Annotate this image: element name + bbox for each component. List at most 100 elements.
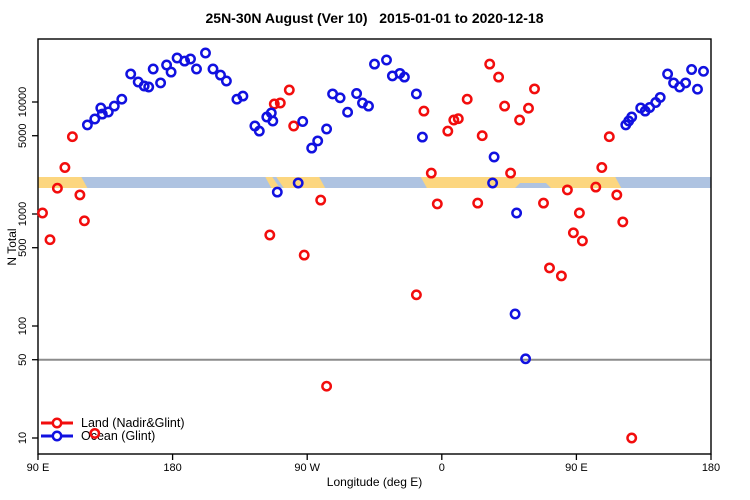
y-axis-title: N Total — [5, 228, 19, 266]
data-point-land — [596, 162, 608, 173]
data-point-land — [74, 189, 86, 201]
data-point-land — [603, 131, 615, 143]
data-point-land — [283, 84, 295, 96]
data-point-ocean — [488, 151, 500, 163]
data-point-land — [529, 83, 540, 95]
data-point-land — [555, 270, 567, 282]
plot-border — [37, 38, 712, 455]
data-point-ocean — [369, 58, 380, 70]
y-tick-label: 500 — [17, 239, 29, 257]
data-point-land — [499, 100, 511, 112]
data-point-land — [268, 98, 280, 110]
data-point-ocean — [143, 81, 155, 93]
data-point-ocean — [416, 131, 428, 143]
y-tick-label: 5000 — [17, 123, 29, 147]
data-point-land — [410, 289, 422, 301]
data-point-land — [567, 227, 579, 239]
y-tick-label: 1000 — [17, 202, 29, 226]
data-point-ocean — [351, 88, 363, 99]
data-point-land — [59, 162, 71, 173]
data-point-ocean — [165, 66, 177, 78]
data-point-land — [51, 182, 63, 194]
data-point-land — [315, 194, 327, 206]
x-tick-label: 180 — [163, 462, 181, 474]
x-tick-label: 0 — [439, 462, 445, 474]
data-point-land — [538, 197, 549, 209]
data-point-ocean — [363, 100, 374, 112]
data-point-ocean — [381, 54, 392, 66]
data-point-ocean — [312, 135, 324, 147]
data-point-ocean — [125, 68, 137, 80]
data-point-ocean — [509, 308, 521, 320]
data-point-ocean — [147, 63, 159, 75]
data-point-ocean — [89, 113, 101, 125]
data-point-land — [89, 427, 101, 439]
legend-item-land: Land (Nadir&Glint) — [40, 416, 185, 430]
surface-band-ocean — [38, 177, 711, 188]
data-point-ocean — [511, 207, 523, 219]
x-tick-label: 180 — [702, 462, 720, 474]
data-point-ocean — [680, 77, 692, 89]
data-point-ocean — [102, 106, 114, 118]
data-point-land — [37, 207, 48, 219]
data-point-land — [493, 71, 505, 83]
ocean-marker-swatch — [41, 430, 73, 441]
y-tick-label: 100 — [17, 317, 29, 335]
data-point-land — [461, 93, 473, 105]
data-point-ocean — [96, 108, 108, 120]
data-point-ocean — [108, 100, 120, 112]
data-point-ocean — [138, 80, 150, 92]
data-point-land — [66, 131, 78, 143]
data-point-land — [626, 432, 638, 444]
data-point-land — [523, 102, 534, 114]
data-point-land — [452, 113, 464, 125]
data-point-land — [418, 105, 430, 117]
data-point-land — [544, 262, 555, 274]
data-point-ocean — [200, 47, 211, 59]
data-point-land — [617, 216, 629, 228]
data-point-land — [274, 97, 286, 109]
data-point-ocean — [520, 353, 532, 365]
y-tick-label: 50 — [17, 354, 29, 366]
data-point-ocean — [297, 116, 309, 127]
data-point-land — [288, 120, 300, 132]
x-tick-label: 90 E — [565, 462, 588, 474]
x-axis-title: Longitude (deg E) — [326, 475, 423, 489]
data-point-land — [505, 167, 517, 179]
data-point-land — [425, 167, 437, 179]
x-tick-label: 90 W — [294, 462, 320, 474]
data-point-ocean — [185, 53, 196, 65]
data-point-ocean — [81, 119, 93, 131]
data-point-ocean — [215, 69, 226, 81]
data-point-land — [431, 198, 443, 210]
chart-title: 25N-30N August (Ver 10) 2015-01-01 to 20… — [205, 10, 544, 26]
data-point-ocean — [321, 123, 333, 135]
data-point-land — [78, 215, 90, 227]
data-point-land — [298, 249, 310, 261]
data-point-ocean — [342, 106, 354, 118]
data-point-ocean — [155, 77, 167, 89]
data-point-ocean — [686, 64, 698, 75]
data-point-ocean — [207, 63, 219, 75]
data-point-ocean — [626, 111, 638, 123]
data-point-ocean — [220, 75, 232, 87]
surface-band-land — [38, 177, 88, 188]
data-point-land — [561, 184, 573, 196]
y-tick-label: 10 — [17, 432, 29, 444]
surface-band-land — [420, 177, 622, 188]
data-point-land — [321, 380, 333, 392]
data-point-ocean — [306, 142, 318, 154]
data-point-land — [573, 207, 585, 219]
data-point-land — [476, 130, 488, 142]
data-point-land — [484, 58, 496, 70]
data-point-land — [472, 197, 484, 209]
data-point-ocean — [237, 90, 249, 102]
data-point-ocean — [698, 65, 709, 77]
data-point-land — [442, 125, 454, 137]
x-tick-label: 90 E — [27, 462, 50, 474]
data-point-land — [576, 235, 588, 247]
data-point-ocean — [116, 93, 128, 105]
surface-band-ocean-inlet — [272, 177, 284, 188]
